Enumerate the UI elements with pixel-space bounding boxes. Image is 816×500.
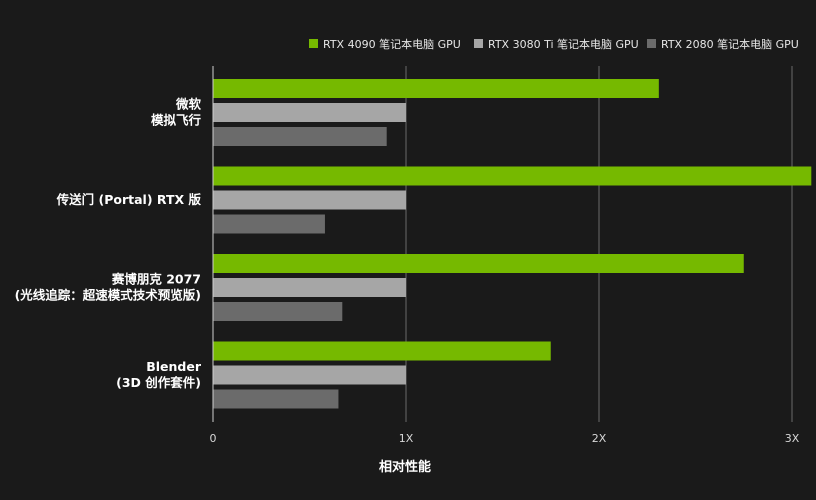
category-label: 微软 [175,97,202,112]
category-label: 模拟飞行 [151,113,202,128]
bar [213,127,387,146]
gridlines [405,66,793,422]
category-label: Blender [146,359,202,374]
category-label: (光线追踪：超速模式技术预览版) [15,288,201,303]
legend-swatch [474,39,483,48]
bar [213,365,406,385]
category-label: (3D 创作套件) [116,375,201,390]
x-tick-label: 2X [592,432,607,445]
axes: 0 1X 2X 3X [210,66,800,445]
legend-swatch [309,39,318,48]
bar [213,302,343,321]
x-tick-label: 3X [785,432,800,445]
bars [213,79,812,409]
x-tick-label: 1X [399,432,414,445]
bar [213,103,406,122]
bar [213,190,406,210]
bar [213,254,744,273]
legend-label: RTX 4090 笔记本电脑 GPU [323,37,461,51]
category-label: 传送门 (Portal) RTX 版 [56,192,202,207]
bar [213,389,339,409]
bar [213,79,659,98]
legend: RTX 4090 笔记本电脑 GPU RTX 3080 Ti 笔记本电脑 GPU R… [309,37,799,51]
bar [213,341,551,361]
legend-label: RTX 3080 Ti 笔记本电脑 GPU [488,37,639,51]
bar [213,214,325,234]
category-label: 赛博朋克 2077 [111,272,201,287]
bar [213,166,812,186]
bar [213,278,406,297]
x-tick-label: 0 [210,432,217,445]
x-axis-label: 相对性能 [379,459,431,475]
legend-label: RTX 2080 笔记本电脑 GPU [661,37,799,51]
legend-swatch [647,39,656,48]
